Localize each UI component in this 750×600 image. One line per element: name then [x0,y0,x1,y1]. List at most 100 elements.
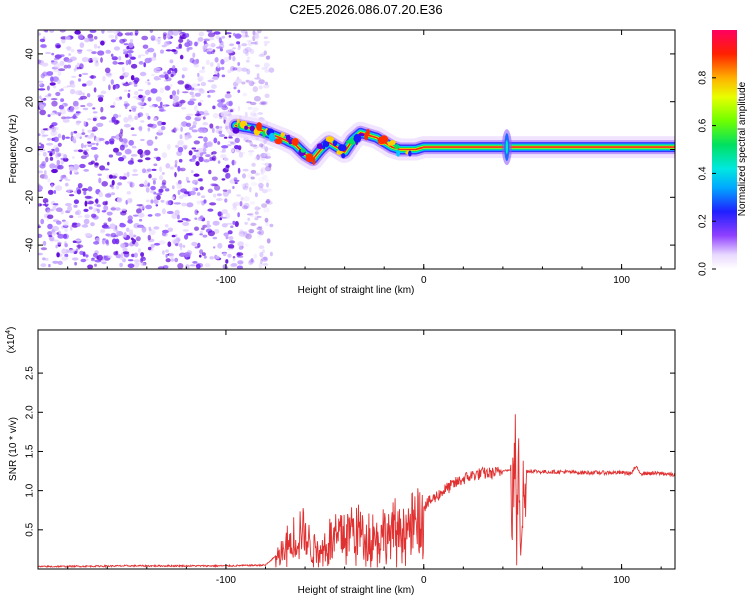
colorbar-tick-label: 0.2 [698,214,709,228]
noise-speckle [214,185,221,191]
noise-speckle [87,57,91,62]
noise-speckle [236,41,241,45]
noise-speckle [83,218,90,225]
noise-speckle [235,78,243,84]
noise-speckle [64,116,72,119]
noise-speckle [88,161,94,166]
noise-speckle [51,148,55,151]
noise-speckle [212,75,219,81]
noise-speckle [50,98,58,101]
noise-speckle [92,252,98,258]
noise-speckle [134,32,138,36]
noise-speckle [44,30,49,33]
noise-speckle [38,133,41,137]
signal-blob [268,132,276,142]
noise-speckle [86,80,93,86]
noise-speckle [227,69,232,74]
noise-speckle [189,190,196,196]
noise-speckle [192,261,198,264]
noise-speckle [81,72,89,76]
noise-speckle [91,257,95,260]
noise-speckle [96,142,99,146]
noise-speckle [198,31,205,37]
noise-speckle [256,215,262,219]
noise-speckle [101,30,105,34]
noise-speckle [252,30,256,36]
noise-speckle [102,201,107,206]
noise-speckle [189,91,194,96]
noise-speckle [253,215,260,218]
noise-speckle [243,182,247,186]
noise-speckle [247,56,251,60]
noise-speckle [207,208,214,212]
noise-speckle [175,243,179,247]
noise-speckle [231,159,235,166]
noise-speckle [137,159,143,163]
noise-speckle [248,80,255,87]
noise-speckle [46,85,50,91]
noise-speckle [144,149,151,156]
noise-speckle [237,62,241,66]
noise-speckle [65,58,73,63]
noise-speckle [148,226,151,230]
noise-speckle [208,36,215,41]
noise-speckle [209,123,214,129]
noise-speckle [56,220,62,225]
noise-speckle [221,74,226,78]
noise-speckle [265,55,271,60]
noise-speckle [40,143,45,150]
signal-blob [262,130,266,138]
noise-speckle [161,172,165,175]
noise-speckle [47,150,53,153]
noise-speckle [177,180,182,185]
noise-speckle [139,71,147,77]
noise-speckle [144,81,150,84]
noise-speckle [85,254,89,258]
noise-speckle [264,217,269,223]
noise-speckle [192,52,196,58]
noise-speckle [39,163,46,169]
snr-series-line [38,414,675,569]
noise-speckle [169,59,174,64]
noise-speckle [228,236,234,241]
noise-speckle [122,247,128,252]
noise-speckle [139,183,145,187]
signal-blob [249,125,255,132]
noise-speckle [132,168,138,173]
noise-speckle [177,220,184,223]
noise-speckle [175,234,178,237]
noise-speckle [233,86,237,90]
noise-speckle [147,214,153,217]
noise-speckle [125,59,129,66]
chart-title: C2E5.2026.086.07.20.E36 [289,2,442,17]
noise-speckle [184,252,192,258]
noise-speckle [251,222,255,227]
noise-speckle [203,255,207,259]
noise-speckle [123,172,127,177]
noise-speckle [48,263,51,268]
noise-speckle [202,147,207,153]
noise-speckle [227,189,232,194]
noise-speckle [143,184,148,188]
noise-speckle [65,178,71,182]
noise-speckle [159,74,166,78]
noise-speckle [159,166,163,173]
noise-speckle [110,53,114,57]
noise-speckle [112,61,118,65]
noise-speckle [197,102,202,106]
noise-speckle [223,157,229,162]
noise-speckle [45,207,51,213]
noise-speckle [206,51,213,55]
noise-speckle [65,136,70,139]
noise-speckle [45,52,52,54]
noise-speckle [246,39,253,43]
noise-speckle [269,223,274,228]
noise-speckle [253,113,258,118]
noise-speckle [138,61,144,65]
noise-speckle [224,32,232,35]
noise-speckle [108,154,114,158]
noise-speckle [69,215,74,219]
noise-speckle [163,71,167,75]
noise-speckle [114,83,120,89]
signal-blob [332,140,338,147]
